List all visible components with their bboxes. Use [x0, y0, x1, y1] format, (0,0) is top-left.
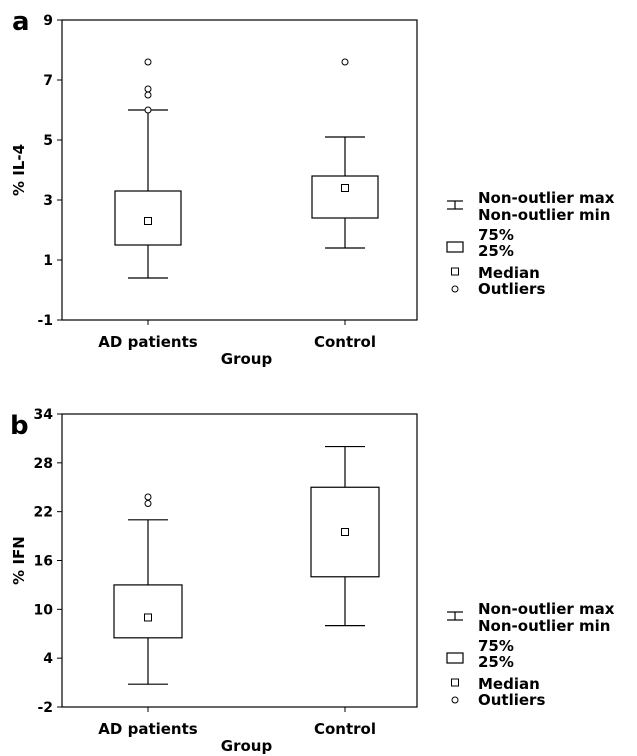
median-marker [144, 613, 152, 622]
outlier-point [144, 85, 152, 93]
y-tick-label: 10 [34, 602, 54, 618]
legend-label-q1: 25% [478, 242, 514, 260]
x-category-label: Control [314, 720, 376, 738]
legend-label-median: Median [478, 675, 540, 693]
y-tick-label: 5 [43, 133, 53, 149]
legend-box-symbol [446, 652, 464, 664]
x-axis-label: Group [221, 350, 273, 368]
y-tick-label: -2 [37, 700, 53, 716]
legend-label-whisker-min: Non-outlier min [478, 617, 610, 635]
legend-label-whisker-max: Non-outlier max [478, 189, 615, 207]
y-tick-label: 28 [34, 456, 53, 472]
legend-median-symbol [451, 267, 459, 276]
y-tick-label: 3 [43, 193, 53, 209]
outlier-point [341, 58, 349, 66]
y-tick-label: 22 [34, 505, 53, 521]
legend-label-q3: 75% [478, 637, 514, 655]
y-tick-label: 4 [43, 651, 53, 667]
x-category-label: AD patients [98, 720, 197, 738]
y-tick-label: 7 [43, 73, 53, 89]
median-marker [341, 184, 349, 192]
outlier-point [144, 91, 152, 99]
outlier-point [144, 493, 152, 501]
y-tick-label: 16 [34, 554, 53, 570]
y-tick-label: 34 [34, 407, 54, 423]
legend-label-outliers: Outliers [478, 691, 545, 709]
y-axis-label: % IFN [10, 536, 28, 585]
interquartile-box [311, 175, 379, 219]
legend-label-whisker-min: Non-outlier min [478, 206, 610, 224]
legend-label-q1: 25% [478, 653, 514, 671]
legend-outlier-symbol [451, 696, 459, 704]
y-tick-label: 1 [43, 253, 53, 269]
legend-median-symbol [451, 678, 459, 687]
median-marker [341, 528, 349, 537]
legend-label-whisker-max: Non-outlier max [478, 600, 615, 618]
legend-label-outliers: Outliers [478, 280, 545, 298]
y-tick-label: 9 [43, 13, 53, 29]
outlier-point [144, 500, 152, 508]
legend-outlier-symbol [451, 285, 459, 293]
y-tick-label: -1 [37, 313, 53, 329]
y-axis-label: % IL-4 [10, 144, 28, 196]
x-category-label: Control [314, 333, 376, 351]
median-marker [144, 217, 152, 225]
outlier-point [144, 58, 152, 66]
legend-box-symbol [446, 241, 464, 253]
interquartile-box [113, 584, 183, 639]
x-axis-label: Group [221, 737, 273, 755]
outlier-point [144, 106, 152, 114]
x-category-label: AD patients [98, 333, 197, 351]
plot-frame [61, 19, 418, 321]
panel-label: b [10, 411, 29, 441]
legend-label-median: Median [478, 264, 540, 282]
legend-label-q3: 75% [478, 226, 514, 244]
panel-label: a [12, 7, 30, 37]
